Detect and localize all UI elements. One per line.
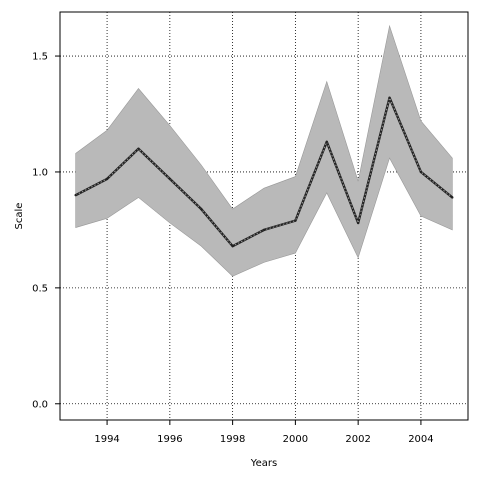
plot-frame xyxy=(59,11,469,421)
x-tick-label-2000: 2000 xyxy=(283,434,308,445)
data-point-2003 xyxy=(388,96,391,99)
data-point-2004 xyxy=(419,170,423,174)
data-point-1993 xyxy=(74,193,77,197)
y-tick-label-1: 0.5 xyxy=(32,283,48,294)
confidence-band-layer xyxy=(75,24,453,277)
x-axis-ticks: 1994 1996 1998 2000 2002 2004 xyxy=(94,420,434,445)
data-points-layer xyxy=(74,96,454,248)
data-point-2002 xyxy=(356,221,360,225)
y-tick-label-2: 1.0 xyxy=(32,167,48,178)
confidence-band xyxy=(75,24,453,277)
data-point-2001 xyxy=(325,140,328,144)
data-point-1998 xyxy=(231,244,234,248)
x-tick-label-2002: 2002 xyxy=(345,434,370,445)
y-tick-label-0: 0.0 xyxy=(32,399,48,410)
x-axis-label: Years xyxy=(250,458,277,469)
data-point-1995 xyxy=(137,147,140,150)
data-point-1999 xyxy=(262,228,266,232)
data-point-1996 xyxy=(168,177,172,181)
x-tick-label-1998: 1998 xyxy=(220,434,245,445)
x-tick-label-2004: 2004 xyxy=(408,434,433,445)
data-point-2005 xyxy=(451,196,454,199)
y-tick-label-3: 1.5 xyxy=(32,52,48,63)
data-point-2000 xyxy=(294,219,297,222)
data-point-1997 xyxy=(200,207,203,211)
data-point-1994 xyxy=(105,177,109,181)
y-axis-ticks: 0.0 0.5 1.0 1.5 xyxy=(32,52,60,410)
x-tick-label-1994: 1994 xyxy=(94,434,119,445)
y-axis-label: Scale xyxy=(14,203,25,230)
x-tick-label-1996: 1996 xyxy=(157,434,182,445)
